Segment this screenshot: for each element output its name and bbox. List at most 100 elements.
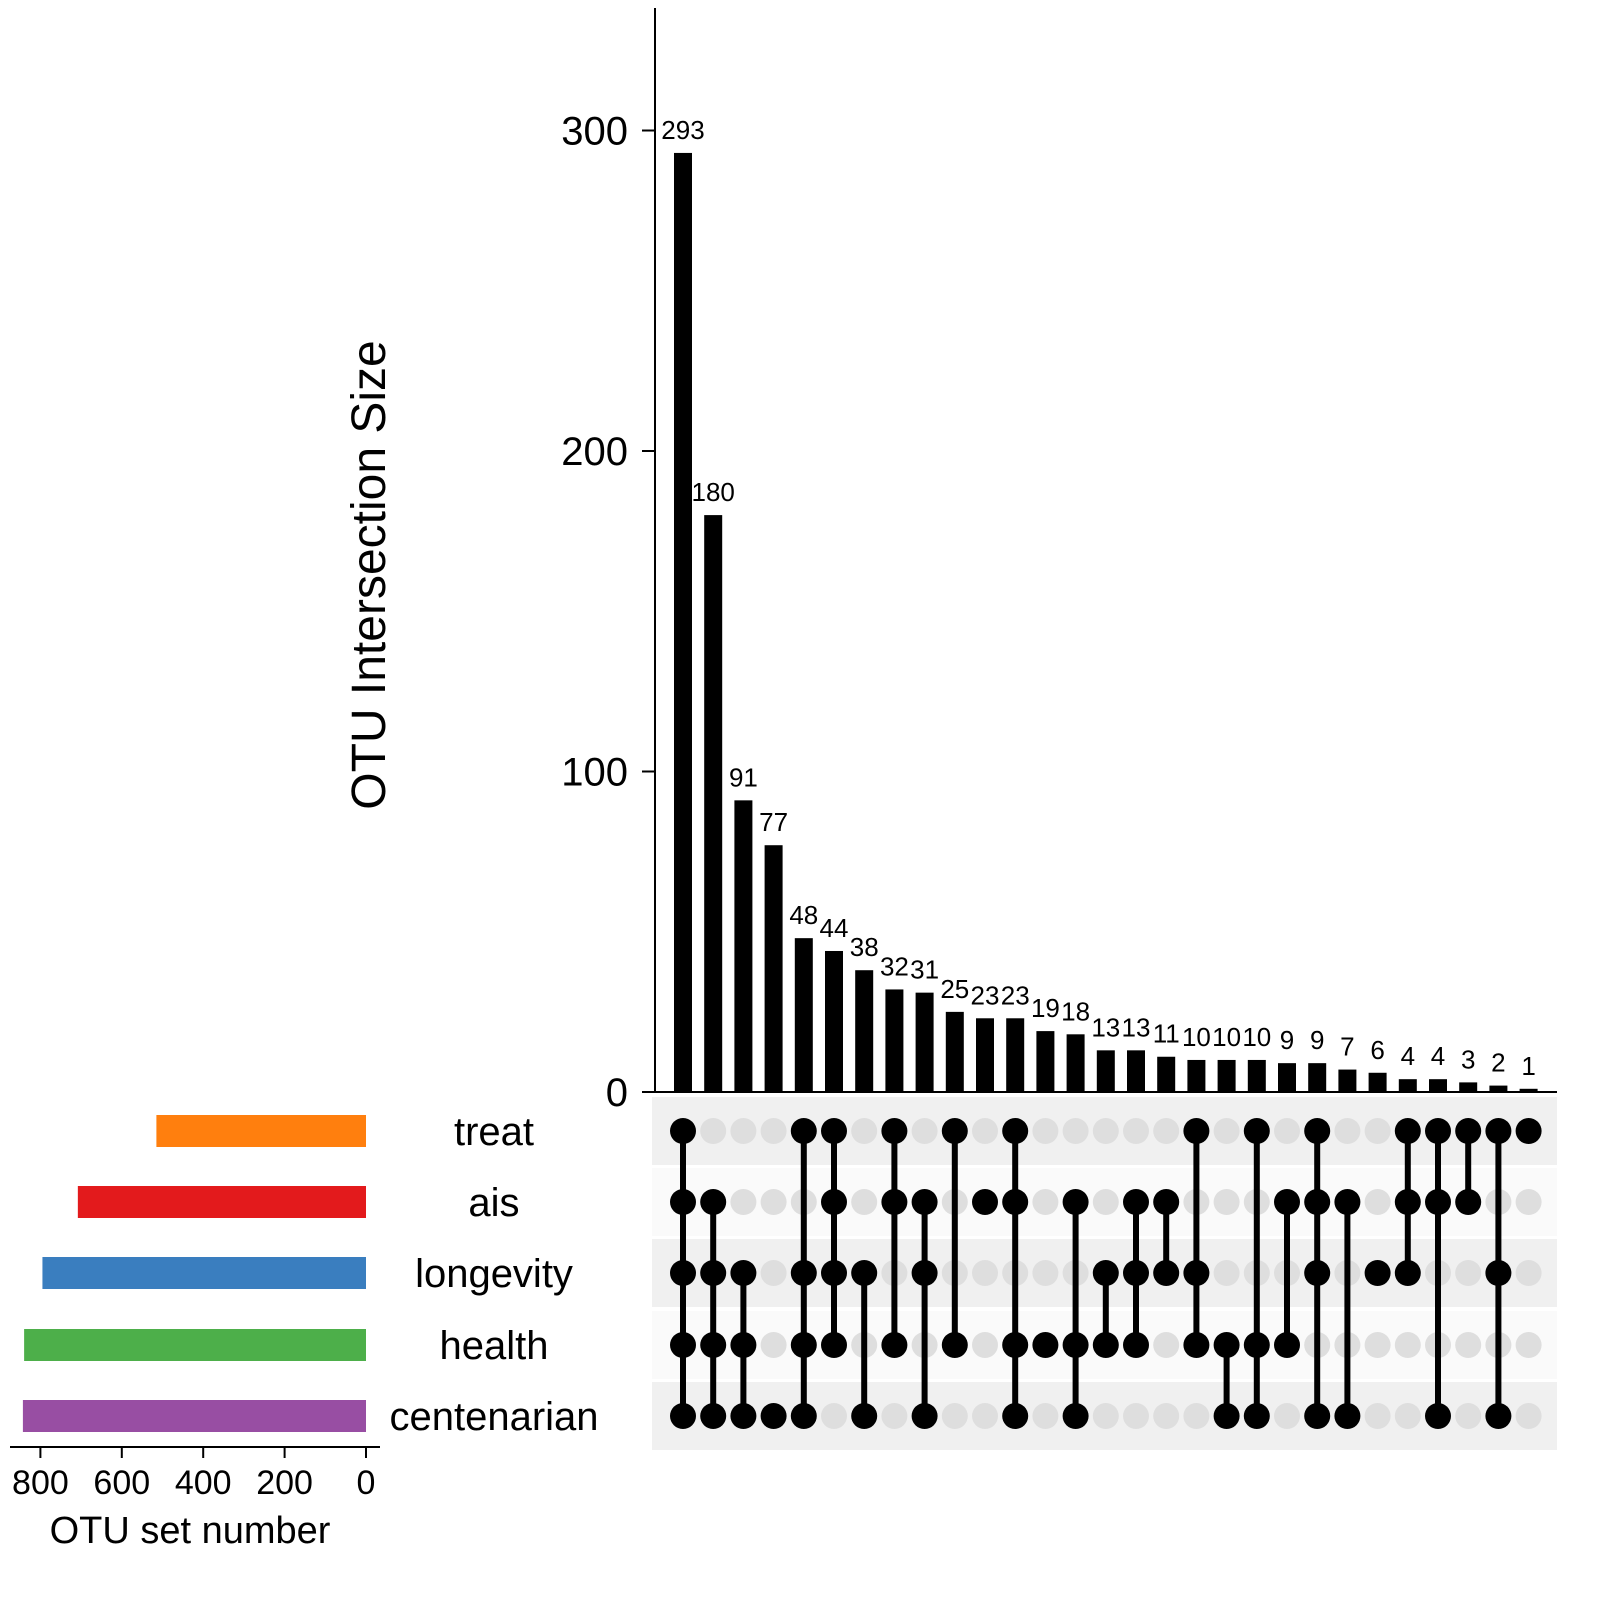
intersection-bar-label: 25	[940, 974, 969, 1004]
intersection-bar-label: 4	[1401, 1041, 1415, 1071]
matrix-dot-active	[1153, 1260, 1180, 1286]
matrix-dots	[670, 1118, 1542, 1429]
matrix-dot-inactive	[1032, 1403, 1059, 1429]
matrix-dot-active	[1455, 1189, 1482, 1215]
y-tick-label: 300	[561, 110, 628, 154]
intersection-bar	[1127, 1050, 1145, 1092]
matrix-dot-active	[881, 1118, 908, 1144]
y-tick-label: 100	[561, 751, 628, 795]
intersection-bar	[1519, 1088, 1538, 1092]
matrix-dot-active	[670, 1118, 696, 1144]
intersection-bar-label: 19	[1031, 993, 1060, 1023]
intersection-bar-label: 1	[1521, 1051, 1535, 1081]
matrix-dot-active	[700, 1403, 727, 1429]
matrix-dot-active	[1485, 1118, 1512, 1144]
matrix-dot-active	[1243, 1403, 1270, 1429]
intersection-bar-label: 38	[850, 932, 879, 962]
matrix-dot-active	[1183, 1118, 1210, 1144]
matrix-dot-inactive	[851, 1118, 878, 1144]
matrix-dot-inactive	[1123, 1118, 1149, 1144]
matrix-dot-active	[1304, 1403, 1331, 1429]
intersection-bar	[945, 1011, 964, 1092]
intersection-bar-label: 10	[1242, 1022, 1271, 1052]
intersection-bar	[1036, 1031, 1055, 1092]
matrix-dot-active	[670, 1189, 696, 1215]
matrix-dot-inactive	[911, 1118, 938, 1144]
intersection-bars	[674, 152, 1538, 1092]
matrix-dot-inactive	[1364, 1118, 1391, 1144]
matrix-dot-active	[1123, 1189, 1149, 1215]
intersection-bar	[1308, 1063, 1327, 1092]
set-size-bar	[24, 1329, 367, 1361]
matrix-dot-inactive	[760, 1332, 787, 1358]
matrix-dot-active	[941, 1118, 968, 1144]
intersection-bar	[1217, 1059, 1236, 1092]
intersection-bar-label: 48	[789, 900, 818, 930]
y-axis: 0 100 200 300	[561, 8, 1557, 1115]
matrix-dot-inactive	[1123, 1403, 1149, 1429]
matrix-dot-inactive	[1274, 1403, 1300, 1429]
matrix-dot-inactive	[760, 1118, 787, 1144]
matrix-dot-active	[1274, 1189, 1300, 1215]
matrix-dot-inactive	[1364, 1332, 1391, 1358]
set-size-axis-title: OTU set number	[50, 1510, 331, 1552]
matrix-dot-active	[1304, 1189, 1331, 1215]
matrix-dot-active	[1425, 1189, 1451, 1215]
intersection-bar	[1157, 1056, 1176, 1092]
matrix-dot-inactive	[760, 1189, 787, 1215]
matrix-dot-active	[790, 1118, 817, 1144]
matrix-dot-active	[821, 1118, 847, 1144]
matrix-dot-inactive	[1092, 1118, 1119, 1144]
matrix-dot-active	[670, 1332, 696, 1358]
matrix-dot-active	[1062, 1189, 1089, 1215]
intersection-bar	[734, 800, 753, 1092]
intersection-bar	[1398, 1079, 1417, 1092]
intersection-bar-label: 180	[692, 477, 735, 507]
matrix-dot-active	[1243, 1332, 1270, 1358]
matrix-dot-inactive	[730, 1118, 757, 1144]
matrix-dot-inactive	[851, 1189, 878, 1215]
matrix-dot-active	[1425, 1118, 1451, 1144]
intersection-bar	[674, 152, 692, 1092]
set-names: treat ais longevity health centenarian	[389, 1110, 598, 1439]
matrix-dot-inactive	[972, 1260, 998, 1286]
set-size-axis: 800 600 400 200 0	[10, 1446, 380, 1502]
matrix-dot-inactive	[1364, 1403, 1391, 1429]
matrix-dot-active	[790, 1403, 817, 1429]
matrix-dot-inactive	[1032, 1189, 1059, 1215]
matrix-dot-active	[1032, 1332, 1059, 1358]
matrix-dot-active	[1123, 1260, 1149, 1286]
matrix-dot-inactive	[1092, 1403, 1119, 1429]
intersection-bar	[1368, 1072, 1387, 1092]
matrix-dot-inactive	[1455, 1332, 1482, 1358]
intersection-bar	[825, 950, 843, 1092]
matrix-dot-active	[1274, 1332, 1300, 1358]
matrix-dot-inactive	[1394, 1403, 1421, 1429]
matrix-dot-active	[821, 1260, 847, 1286]
intersection-bar	[704, 515, 723, 1092]
matrix-dot-inactive	[1394, 1332, 1421, 1358]
set-size-tick-label: 0	[357, 1464, 376, 1502]
intersection-bar-label: 91	[729, 762, 758, 792]
matrix-dot-active	[1153, 1189, 1180, 1215]
matrix-dot-active	[700, 1189, 727, 1215]
matrix-dot-active	[1364, 1260, 1391, 1286]
matrix-dot-active	[700, 1260, 727, 1286]
intersection-bar-label: 23	[971, 980, 1000, 1010]
matrix-dot-active	[821, 1189, 847, 1215]
matrix-dot-active	[1213, 1403, 1240, 1429]
matrix-dot-inactive	[1153, 1403, 1180, 1429]
intersection-bar-label: 11	[1153, 1019, 1180, 1049]
intersection-bar-label: 3	[1461, 1044, 1475, 1074]
set-name-label: longevity	[415, 1252, 573, 1296]
set-size-tick-label: 400	[175, 1464, 232, 1502]
matrix-dot-inactive	[1092, 1189, 1119, 1215]
matrix-dot-inactive	[1455, 1403, 1482, 1429]
matrix-dot-inactive	[972, 1403, 998, 1429]
matrix-dot-inactive	[821, 1403, 847, 1429]
matrix-dot-inactive	[1183, 1403, 1210, 1429]
matrix-dot-active	[851, 1403, 878, 1429]
matrix-dot-active	[1183, 1332, 1210, 1358]
matrix-dot-inactive	[1274, 1118, 1300, 1144]
intersection-bar-label: 10	[1212, 1022, 1241, 1052]
